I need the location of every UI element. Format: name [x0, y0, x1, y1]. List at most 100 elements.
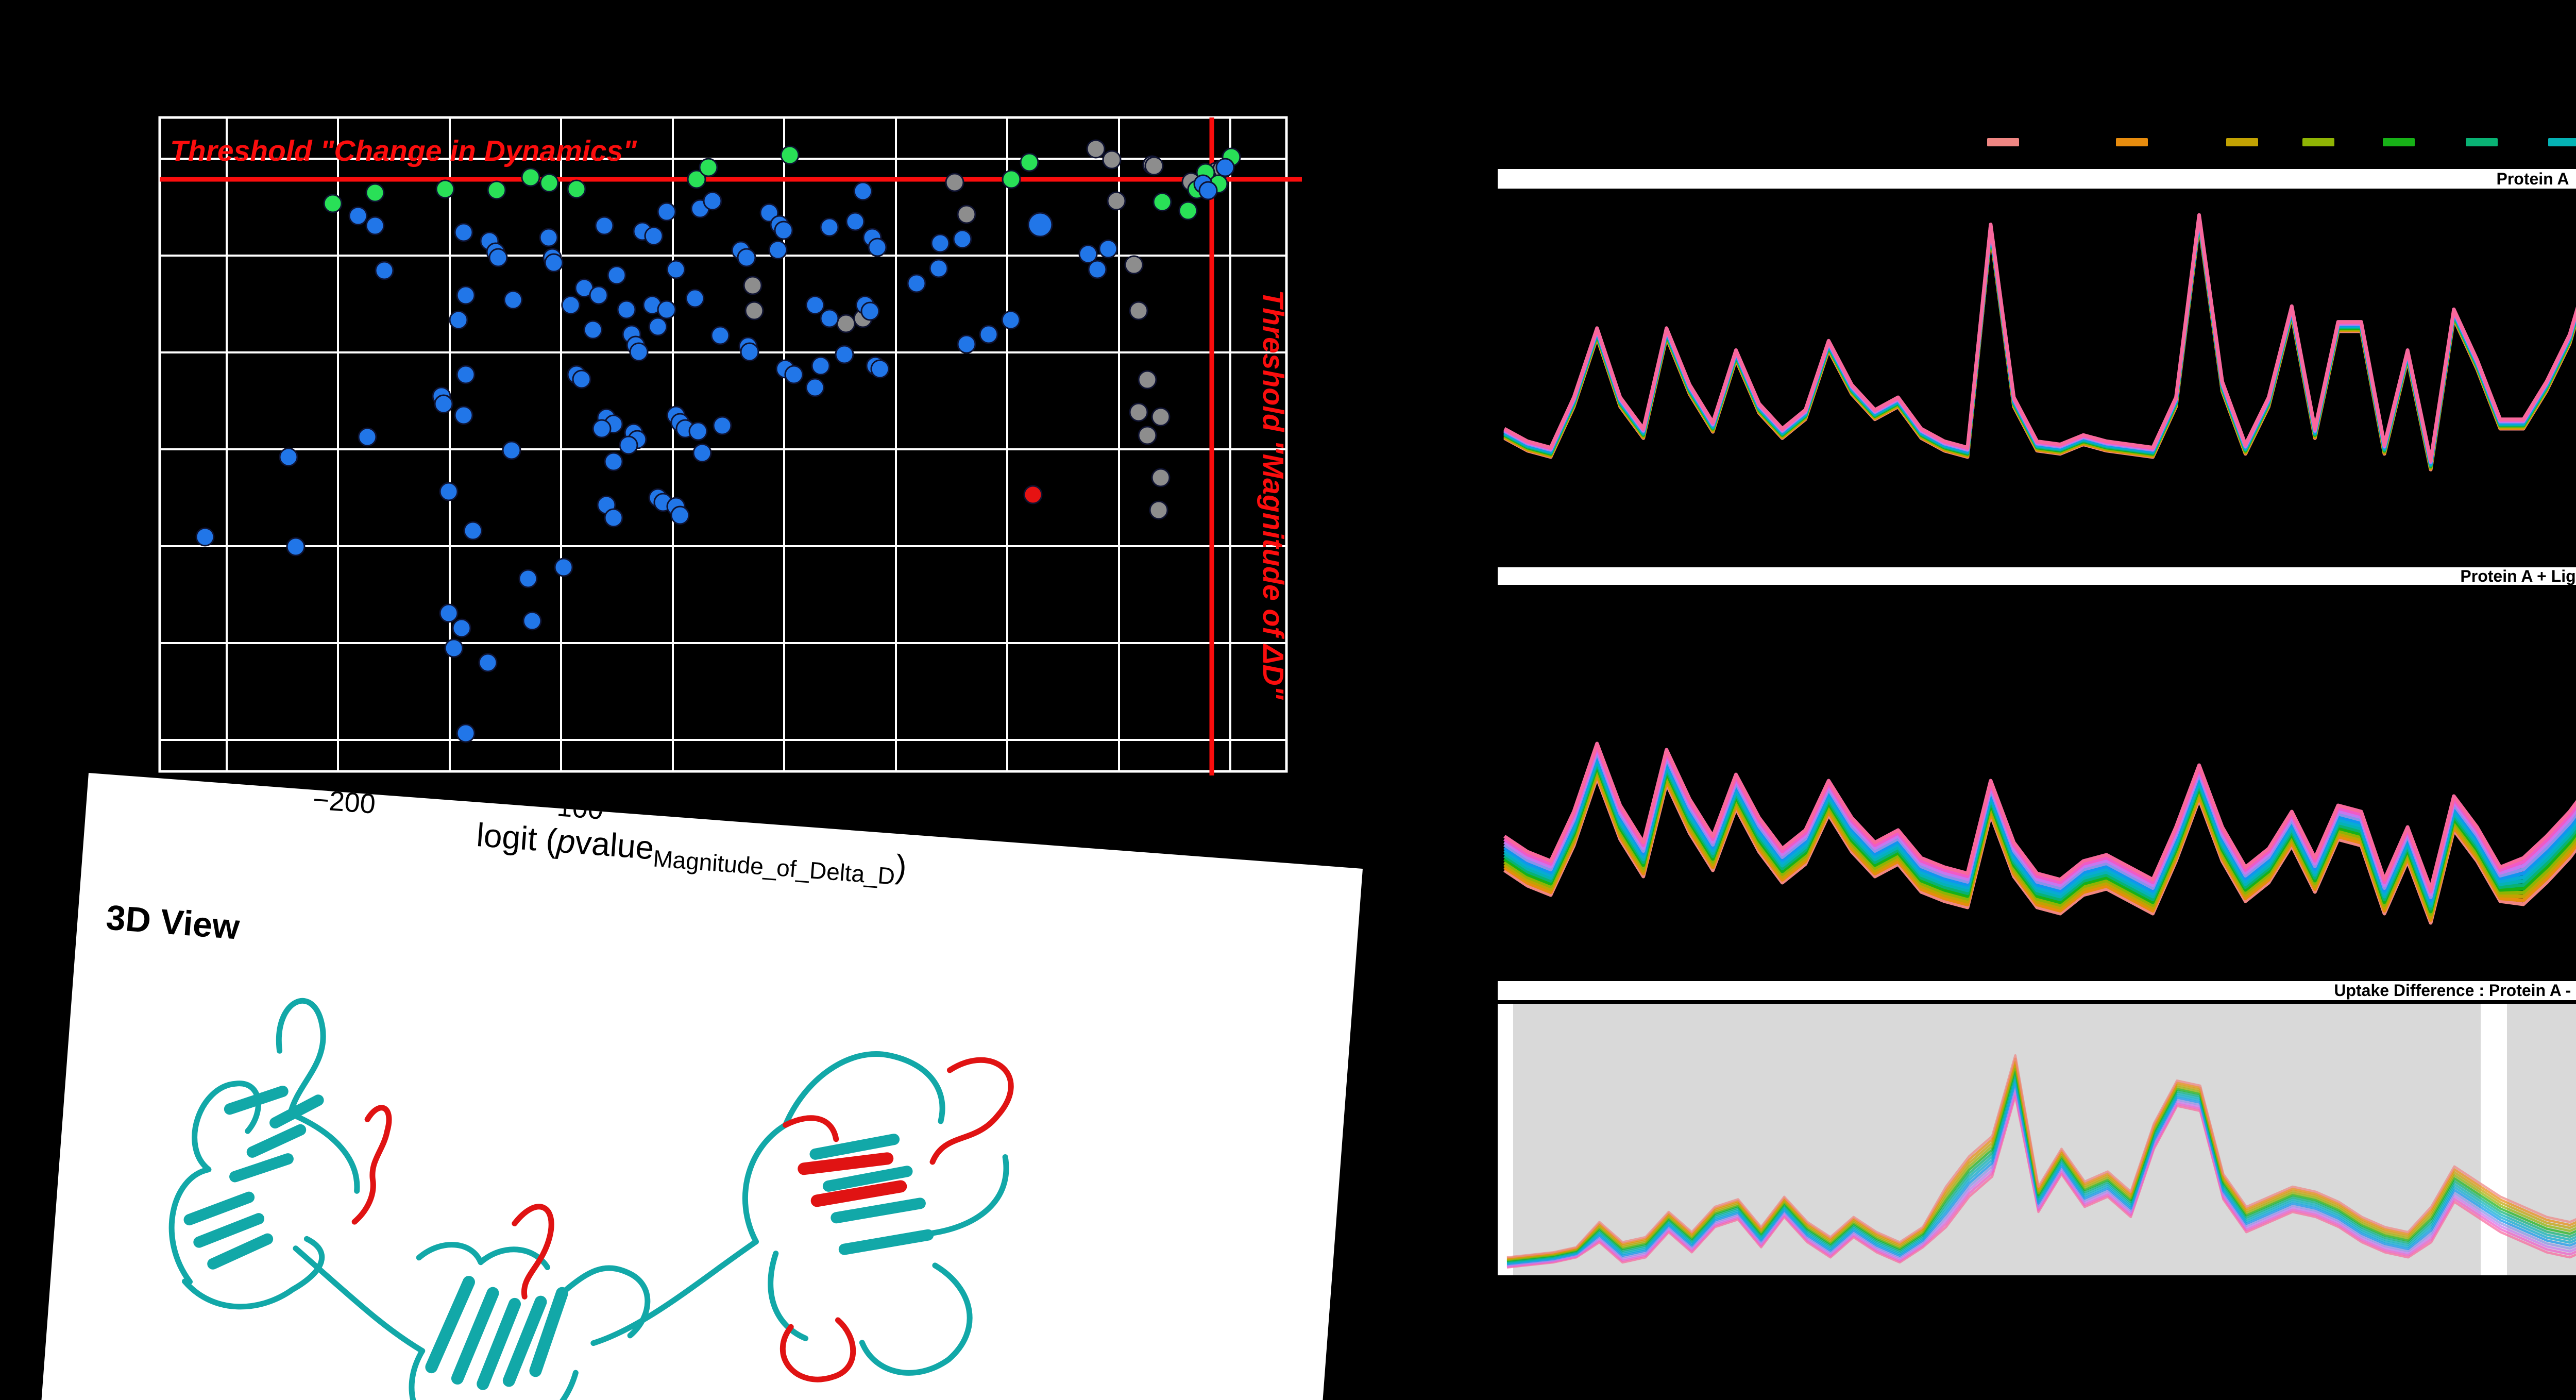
scatter-point-b[interactable]: [953, 229, 972, 249]
scatter-point-g[interactable]: [323, 194, 343, 213]
scatter-point-b[interactable]: [1215, 158, 1235, 177]
scatter-point-b[interactable]: [853, 181, 873, 201]
scatter-point-b[interactable]: [1098, 239, 1118, 259]
scatter-point-b[interactable]: [644, 226, 664, 246]
scatter-point-g[interactable]: [687, 170, 706, 189]
scatter-point-a[interactable]: [1129, 301, 1148, 321]
scatter-point-a[interactable]: [1107, 191, 1126, 211]
scatter-point-b[interactable]: [868, 238, 887, 257]
scatter-point-b[interactable]: [666, 260, 686, 279]
scatter-point-b[interactable]: [348, 206, 368, 226]
scatter-point-b[interactable]: [518, 569, 538, 588]
scatter-point-b[interactable]: [478, 653, 498, 672]
series-line-s13[interactable]: [1506, 1094, 2576, 1269]
scatter-point-b[interactable]: [685, 289, 705, 308]
scatter-point-g[interactable]: [521, 167, 540, 187]
scatter-point-b[interactable]: [657, 202, 676, 222]
scatter-point-b[interactable]: [195, 527, 215, 547]
scatter-point-b[interactable]: [740, 342, 759, 362]
scatter-point-b[interactable]: [463, 521, 483, 541]
scatter-point-b[interactable]: [870, 359, 890, 379]
scatter-point-b[interactable]: [503, 290, 523, 310]
volcano-plot[interactable]: Threshold "Change in Dynamics" Threshold…: [0, 0, 1340, 778]
scatter-point-a[interactable]: [957, 205, 976, 224]
scatter-point-b[interactable]: [845, 212, 865, 231]
scatter-point-a[interactable]: [1149, 500, 1168, 520]
scatter-point-b[interactable]: [619, 435, 638, 455]
scatter-point-b[interactable]: [583, 320, 603, 340]
volcano-data-points[interactable]: [195, 139, 1241, 743]
series-line-s2[interactable]: [1506, 1057, 2576, 1260]
uptake-chart-protein-a[interactable]: [1498, 189, 2576, 549]
scatter-point-b[interactable]: [713, 416, 732, 435]
legend-swatch-4[interactable]: [2302, 138, 2334, 146]
scatter-point-a[interactable]: [1129, 402, 1148, 422]
scatter-point-b[interactable]: [1078, 244, 1098, 264]
series-line-s7[interactable]: [1506, 1074, 2576, 1264]
scatter-point-b[interactable]: [539, 228, 558, 247]
scatter-point-b[interactable]: [454, 406, 473, 425]
legend-swatch-7[interactable]: [2548, 138, 2576, 146]
scatter-point-b[interactable]: [604, 452, 623, 471]
scatter-point-b[interactable]: [979, 325, 998, 344]
scatter-point-b[interactable]: [454, 223, 473, 242]
uptake-difference-chart[interactable]: [1498, 1004, 2576, 1275]
scatter-point-a[interactable]: [744, 301, 764, 321]
scatter-point-a[interactable]: [1151, 407, 1171, 427]
scatter-point-b[interactable]: [365, 216, 385, 235]
scatter-point-b[interactable]: [439, 603, 459, 623]
series-line-s10[interactable]: [1506, 1084, 2576, 1267]
legend-swatch-6[interactable]: [2466, 138, 2498, 146]
scatter-point-b[interactable]: [1198, 181, 1218, 200]
scatter-point-b[interactable]: [444, 638, 464, 658]
scatter-point-g[interactable]: [435, 179, 455, 199]
series-line-s12[interactable]: [1506, 1091, 2576, 1268]
scatter-point-g[interactable]: [539, 173, 559, 193]
scatter-point-b[interactable]: [648, 317, 668, 336]
legend-swatch-3[interactable]: [2226, 138, 2258, 146]
scatter-point-b[interactable]: [657, 300, 676, 319]
series-line-s9[interactable]: [1506, 1081, 2576, 1266]
scatter-point-b[interactable]: [759, 203, 779, 223]
scatter-point-b[interactable]: [930, 233, 950, 253]
scatter-point-a[interactable]: [1138, 426, 1157, 445]
scatter-point-b[interactable]: [1001, 310, 1021, 330]
scatter-point-b[interactable]: [768, 240, 788, 260]
scatter-point-b[interactable]: [279, 447, 298, 467]
series-line-s3[interactable]: [1506, 1061, 2576, 1260]
legend-swatch-2[interactable]: [2116, 138, 2148, 146]
scatter-point-b[interactable]: [488, 248, 508, 267]
scatter-point-b[interactable]: [456, 285, 476, 305]
scatter-point-a[interactable]: [1086, 139, 1106, 159]
scatter-point-b[interactable]: [456, 365, 476, 384]
scatter-point-a[interactable]: [945, 173, 964, 192]
scatter-point-r[interactable]: [1023, 485, 1043, 504]
panel-3d-view[interactable]: −200 −100 logit (pvalueMagnitude_of_Delt…: [38, 773, 1363, 1400]
series-line-s13[interactable]: [1503, 663, 2576, 898]
scatter-point-b[interactable]: [572, 369, 591, 389]
scatter-point-b[interactable]: [907, 274, 926, 293]
scatter-point-a[interactable]: [1151, 468, 1171, 487]
scatter-point-b[interactable]: [434, 394, 453, 414]
scatter-point-b[interactable]: [592, 419, 612, 438]
scatter-point-b[interactable]: [617, 300, 636, 319]
protein-ribbon-structure[interactable]: [94, 947, 1134, 1400]
scatter-point-g[interactable]: [1020, 153, 1039, 172]
scatter-point-b[interactable]: [456, 723, 476, 743]
scatter-point-a[interactable]: [836, 314, 856, 333]
legend-swatch-1[interactable]: [1987, 138, 2019, 146]
scatter-point-b[interactable]: [710, 326, 730, 345]
scatter-point-b[interactable]: [607, 265, 626, 285]
scatter-point-g[interactable]: [1002, 170, 1021, 189]
scatter-point-b[interactable]: [737, 248, 756, 267]
scatter-point-b[interactable]: [835, 345, 854, 364]
scatter-point-b[interactable]: [502, 441, 521, 460]
scatter-point-b[interactable]: [703, 191, 722, 211]
scatter-point-b[interactable]: [1027, 212, 1053, 238]
scatter-point-b[interactable]: [774, 221, 793, 240]
scatter-point-b[interactable]: [522, 611, 542, 631]
series-line-s4[interactable]: [1506, 1064, 2576, 1261]
scatter-point-g[interactable]: [1153, 192, 1172, 212]
scatter-point-g[interactable]: [1178, 201, 1198, 221]
scatter-point-b[interactable]: [957, 334, 976, 354]
